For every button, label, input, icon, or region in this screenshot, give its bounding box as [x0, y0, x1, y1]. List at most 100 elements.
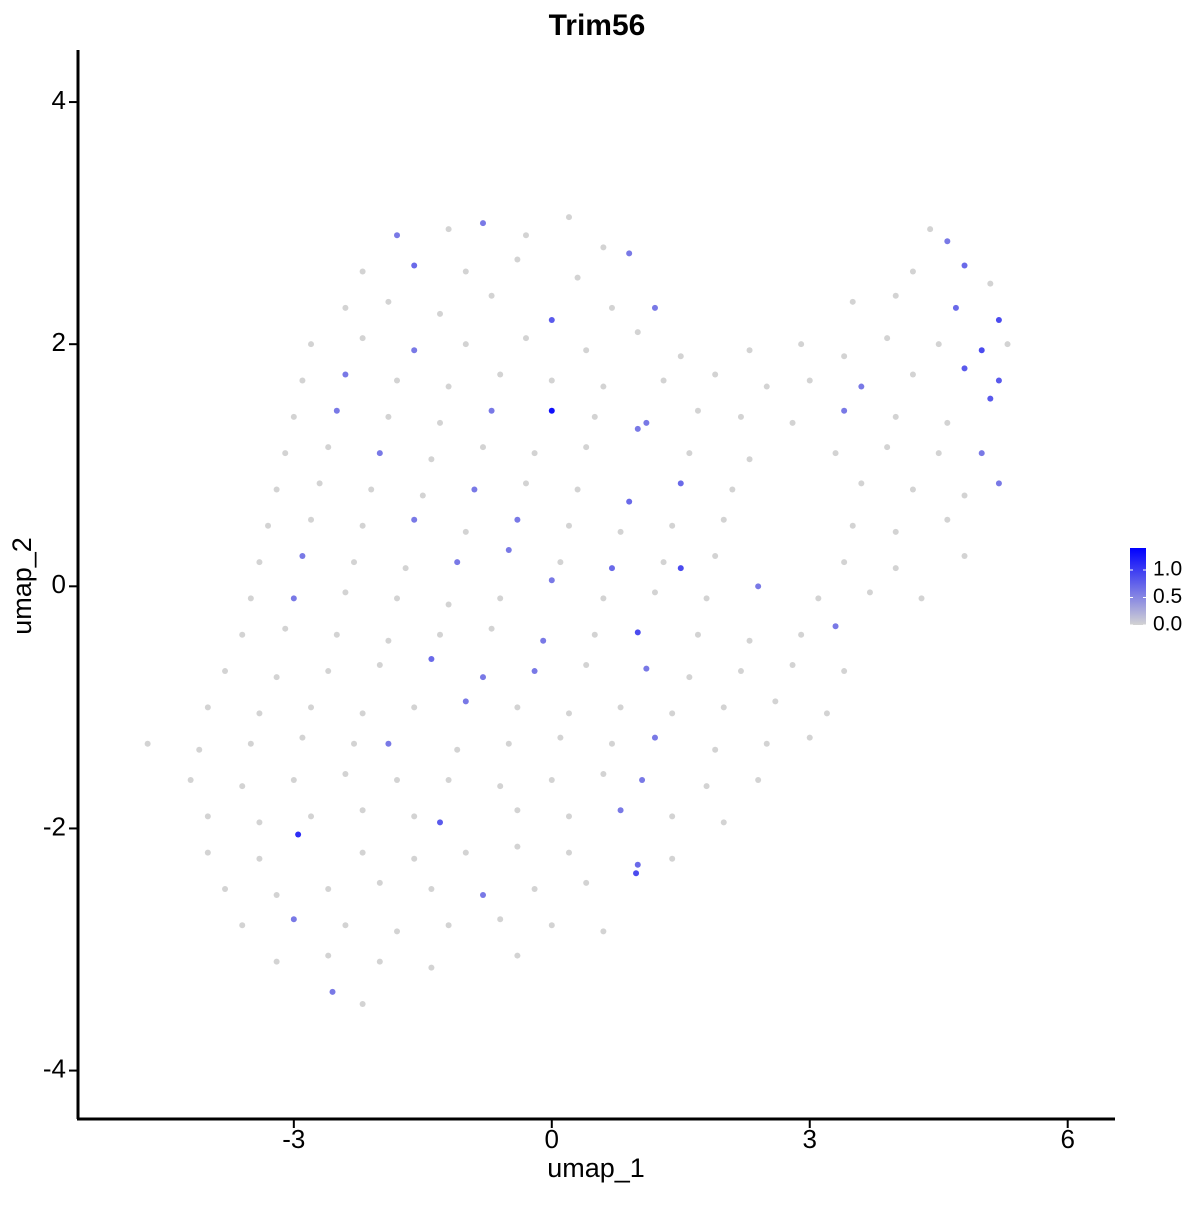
- point: [479, 674, 486, 681]
- colorbar-label: 1.0: [1153, 558, 1182, 581]
- chart-title: Trim56: [549, 9, 646, 42]
- point: [565, 214, 572, 221]
- point: [557, 734, 564, 741]
- point: [514, 516, 521, 523]
- point: [703, 783, 710, 790]
- point: [961, 365, 968, 372]
- point: [669, 855, 676, 862]
- point: [892, 292, 899, 299]
- point: [660, 377, 667, 384]
- point: [720, 819, 727, 826]
- point: [471, 486, 478, 493]
- point: [299, 377, 306, 384]
- point: [565, 813, 572, 820]
- point: [583, 347, 590, 354]
- colorbar-label: 0.0: [1153, 613, 1182, 636]
- point: [987, 280, 994, 287]
- point: [497, 783, 504, 790]
- point: [798, 341, 805, 348]
- point: [359, 1000, 366, 1007]
- point: [634, 861, 641, 868]
- point: [376, 662, 383, 669]
- point: [884, 335, 891, 342]
- point: [402, 565, 409, 572]
- point: [961, 492, 968, 499]
- point: [488, 407, 495, 414]
- point: [239, 922, 246, 929]
- point: [961, 553, 968, 560]
- point: [841, 353, 848, 360]
- point: [204, 813, 211, 820]
- point: [565, 710, 572, 717]
- point: [634, 329, 641, 336]
- point: [858, 383, 865, 390]
- point: [548, 777, 555, 784]
- point: [591, 631, 598, 638]
- point: [995, 316, 1002, 323]
- point: [342, 589, 349, 596]
- point: [643, 665, 650, 672]
- point: [712, 553, 719, 560]
- point: [548, 577, 555, 584]
- x-axis-label: umap_1: [547, 1153, 645, 1183]
- point: [428, 964, 435, 971]
- x-tick-label: -3: [282, 1124, 305, 1154]
- point: [462, 268, 469, 275]
- point: [884, 444, 891, 451]
- point: [832, 450, 839, 457]
- point: [1004, 341, 1011, 348]
- point: [737, 413, 744, 420]
- point: [600, 244, 607, 251]
- point: [273, 892, 280, 899]
- point: [385, 298, 392, 305]
- point: [273, 958, 280, 965]
- point: [866, 589, 873, 596]
- point: [342, 304, 349, 311]
- point: [832, 623, 839, 630]
- point: [798, 631, 805, 638]
- point: [445, 777, 452, 784]
- point: [329, 988, 336, 995]
- point: [256, 710, 263, 717]
- point: [892, 413, 899, 420]
- point: [359, 335, 366, 342]
- point: [411, 516, 418, 523]
- colorbar: [1130, 548, 1146, 625]
- point: [909, 486, 916, 493]
- point: [651, 304, 658, 311]
- point: [763, 740, 770, 747]
- point: [394, 377, 401, 384]
- point: [729, 486, 736, 493]
- point: [282, 625, 289, 632]
- point: [462, 698, 469, 705]
- point: [247, 595, 254, 602]
- point: [428, 885, 435, 892]
- point: [359, 268, 366, 275]
- point: [239, 783, 246, 790]
- point: [841, 559, 848, 566]
- point: [351, 559, 358, 566]
- point: [488, 292, 495, 299]
- point: [540, 637, 547, 644]
- point: [789, 662, 796, 669]
- point: [290, 595, 297, 602]
- point: [488, 625, 495, 632]
- point: [686, 674, 693, 681]
- point: [222, 668, 229, 675]
- point: [712, 371, 719, 378]
- point: [342, 770, 349, 777]
- point: [445, 922, 452, 929]
- point: [626, 498, 633, 505]
- point: [686, 450, 693, 457]
- point: [935, 450, 942, 457]
- point: [411, 855, 418, 862]
- point: [746, 456, 753, 463]
- point: [411, 704, 418, 711]
- point: [763, 383, 770, 390]
- point: [454, 746, 461, 753]
- point: [574, 486, 581, 493]
- point: [385, 637, 392, 644]
- point: [720, 704, 727, 711]
- point: [755, 777, 762, 784]
